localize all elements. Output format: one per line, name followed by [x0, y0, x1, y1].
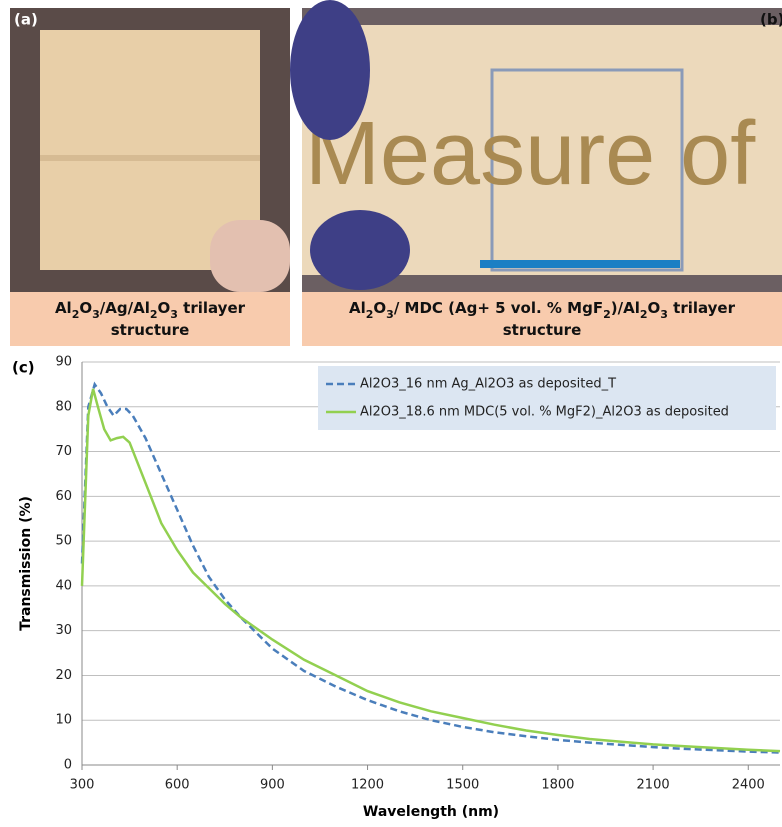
finger	[210, 220, 290, 292]
photo-text: Measure of	[305, 104, 756, 204]
caption-text: structure	[111, 321, 190, 339]
blue-strip	[480, 260, 680, 268]
y-tick-label: 90	[55, 355, 72, 370]
subscript: 2	[150, 308, 158, 321]
caption-text: structure	[503, 321, 582, 339]
y-axis-title: Transmission (%)	[18, 496, 34, 631]
y-tick-label: 60	[55, 489, 72, 504]
caption-text: /Ag/Al	[100, 299, 150, 317]
subscript: 3	[170, 308, 178, 321]
caption-text: )/Al	[611, 299, 640, 317]
x-tick-label: 1500	[446, 778, 479, 793]
x-tick-label: 900	[260, 778, 285, 793]
caption: Al2O3/ MDC (Ag+ 5 vol. % MgF2)/Al2O3 tri…	[349, 299, 736, 321]
x-tick-label: 1200	[351, 778, 384, 793]
glove	[290, 0, 370, 140]
panel-label: (b)	[760, 11, 782, 29]
y-tick-label: 20	[55, 668, 72, 683]
subscript: 3	[660, 308, 668, 321]
caption: structure	[503, 321, 582, 339]
y-tick-label: 0	[64, 758, 72, 773]
x-tick-label: 1800	[541, 778, 574, 793]
caption-text: Al	[349, 299, 366, 317]
legend-label: Al2O3_16 nm Ag_Al2O3 as deposited_T	[360, 377, 616, 392]
y-tick-label: 10	[55, 713, 72, 728]
caption-text: O	[373, 299, 386, 317]
caption: Al2O3/Ag/Al2O3 trilayer	[55, 299, 246, 321]
caption-text: Al	[55, 299, 72, 317]
caption: structure	[111, 321, 190, 339]
caption-text: / MDC (Ag+ 5 vol. % MgF	[394, 299, 603, 317]
legend-box	[318, 366, 776, 430]
glove	[310, 210, 410, 290]
series-line	[80, 381, 781, 754]
series-line	[80, 388, 781, 753]
x-tick-label: 2100	[637, 778, 670, 793]
subscript: 2	[603, 308, 611, 321]
panel-label: (c)	[12, 359, 35, 377]
caption-box	[10, 292, 290, 346]
sample-fold	[40, 155, 260, 161]
subscript: 3	[92, 308, 100, 321]
x-tick-label: 300	[70, 778, 95, 793]
caption-box	[302, 292, 782, 346]
x-tick-label: 2400	[732, 778, 765, 793]
y-tick-label: 30	[55, 623, 72, 638]
subscript: 2	[72, 308, 80, 321]
y-tick-label: 40	[55, 578, 72, 593]
subscript: 2	[640, 308, 648, 321]
legend-label: Al2O3_18.6 nm MDC(5 vol. % MgF2)_Al2O3 a…	[360, 405, 729, 420]
subscript: 3	[386, 308, 394, 321]
caption-text: O	[648, 299, 661, 317]
subscript: 2	[366, 308, 374, 321]
square-frame	[490, 68, 684, 272]
y-tick-label: 80	[55, 399, 72, 414]
x-tick-label: 600	[165, 778, 190, 793]
caption-text: O	[158, 299, 171, 317]
caption-text: O	[79, 299, 92, 317]
caption-text: trilayer	[668, 299, 736, 317]
x-axis-title: Wavelength (nm)	[363, 804, 499, 820]
panel-label: (a)	[14, 11, 38, 29]
y-tick-label: 50	[55, 534, 72, 549]
y-tick-label: 70	[55, 444, 72, 459]
caption-text: trilayer	[178, 299, 246, 317]
